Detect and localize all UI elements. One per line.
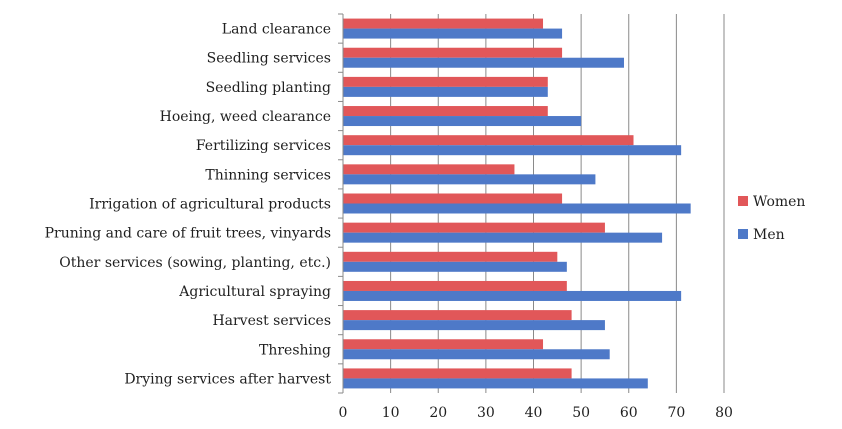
bar-men-6	[343, 203, 691, 214]
bar-men-11	[343, 349, 610, 360]
x-tick-label-30: 30	[477, 405, 495, 421]
bar-women-10	[343, 310, 572, 321]
category-label-0: Land clearance	[222, 22, 331, 38]
x-tick-label-10: 10	[382, 405, 400, 421]
category-labels: Land clearance Seedling services Seedling …	[45, 22, 332, 388]
axes	[338, 13, 344, 394]
x-tick-label-80: 80	[715, 405, 733, 421]
bar-men-4	[343, 145, 682, 156]
bar-women-6	[343, 193, 563, 204]
x-tick-label-60: 60	[620, 405, 638, 421]
bar-women-2	[343, 76, 548, 87]
bar-men-10	[343, 320, 605, 331]
bar-women-1	[343, 47, 563, 58]
x-tick-labels: 0 10 20 30 40 50 60 70 80	[339, 405, 733, 421]
legend-swatch-men	[738, 229, 748, 239]
category-label-8: Other services (sowing, planting, etc.)	[59, 255, 331, 271]
category-label-3: Hoeing, weed clearance	[160, 109, 331, 125]
category-label-2: Seedling planting	[206, 80, 331, 96]
bar-women-4	[343, 135, 634, 146]
legend-label-women: Women	[753, 194, 805, 210]
category-label-6: Irrigation of agricultural products	[89, 197, 331, 213]
bar-men-9	[343, 290, 682, 301]
bar-men-3	[343, 116, 582, 127]
x-tick-label-40: 40	[525, 405, 543, 421]
category-label-11: Threshing	[259, 342, 331, 358]
legend-swatch-women	[738, 196, 748, 206]
x-tick-label-20: 20	[429, 405, 447, 421]
bar-men-8	[343, 261, 567, 272]
category-label-9: Agricultural spraying	[178, 284, 331, 300]
x-tick-label-50: 50	[572, 405, 590, 421]
category-label-7: Pruning and care of fruit trees, vinyard…	[45, 226, 331, 242]
bar-men-0	[343, 28, 563, 39]
category-label-4: Fertilizing services	[196, 138, 331, 154]
x-tick-label-0: 0	[339, 405, 348, 421]
category-label-12: Drying services after harvest	[124, 371, 331, 387]
bar-women-7	[343, 222, 605, 233]
bar-women-5	[343, 164, 515, 175]
x-tick-label-70: 70	[667, 405, 685, 421]
bar-women-8	[343, 251, 558, 262]
bar-men-5	[343, 174, 596, 185]
bar-women-9	[343, 280, 567, 291]
category-label-5: Thinning services	[205, 167, 331, 183]
bar-men-7	[343, 232, 663, 243]
bars	[343, 18, 691, 389]
bar-women-12	[343, 368, 572, 379]
category-label-1: Seedling services	[207, 51, 331, 67]
bar-women-3	[343, 106, 548, 117]
legend: Women Men	[738, 194, 805, 243]
legend-label-men: Men	[753, 227, 785, 243]
bar-men-2	[343, 86, 548, 97]
bar-men-1	[343, 57, 624, 68]
category-label-10: Harvest services	[212, 313, 331, 329]
bar-women-0	[343, 18, 544, 29]
bar-women-11	[343, 339, 544, 350]
bar-men-12	[343, 378, 648, 389]
